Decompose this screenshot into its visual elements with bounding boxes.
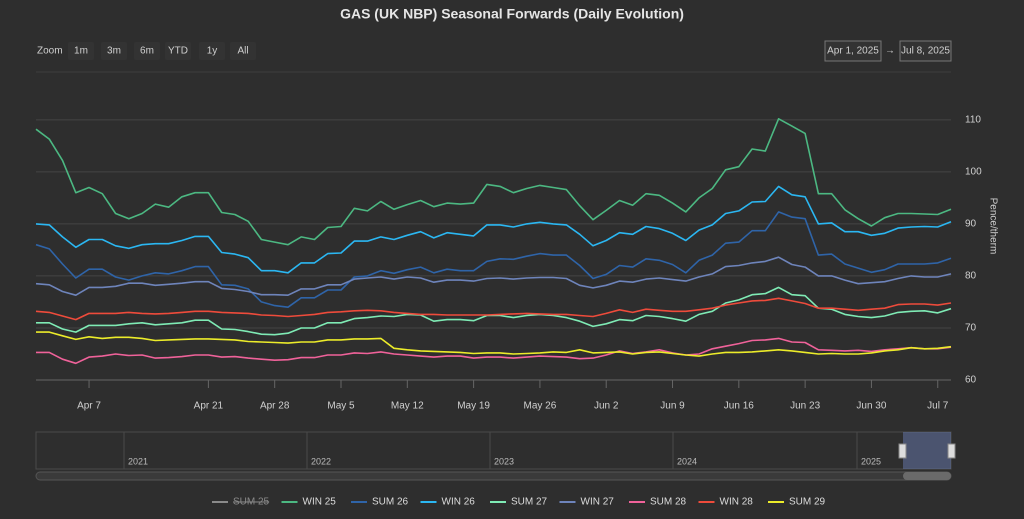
- series-line: [35, 185, 952, 274]
- x-tick-label: May 12: [391, 401, 424, 412]
- navigator-label: 2022: [311, 456, 331, 466]
- x-tick-label: Jun 2: [594, 401, 619, 412]
- x-tick-label: May 5: [327, 401, 355, 412]
- y-axis-title: Pence/therm: [987, 198, 998, 255]
- x-tick-label: Jun 16: [724, 401, 754, 412]
- zoom-button-label[interactable]: All: [237, 46, 248, 57]
- series-line: [35, 118, 952, 246]
- x-tick-label: Jun 9: [660, 401, 685, 412]
- zoom-button-label[interactable]: 1m: [74, 46, 88, 57]
- date-to-box[interactable]: [899, 40, 952, 62]
- legend-label[interactable]: WIN 25: [303, 497, 337, 508]
- y-tick-label: 60: [965, 375, 977, 386]
- zoom-button-label[interactable]: 3m: [107, 46, 121, 57]
- zoom-button-label[interactable]: YTD: [168, 46, 188, 57]
- navigator-label: 2024: [677, 456, 697, 466]
- zoom-button[interactable]: [134, 42, 160, 60]
- y-tick-label: 90: [965, 219, 977, 230]
- x-tick-label: Jun 23: [790, 401, 820, 412]
- legend-label[interactable]: SUM 28: [650, 497, 687, 508]
- scrollbar-track[interactable]: [35, 471, 952, 481]
- y-tick-label: 110: [965, 114, 981, 125]
- scrollbar-thumb[interactable]: [903, 472, 951, 480]
- date-to[interactable]: Jul 8, 2025: [901, 46, 950, 57]
- navigator-selection[interactable]: [903, 432, 951, 469]
- date-from-box[interactable]: [824, 40, 882, 62]
- zoom-button-label[interactable]: 1y: [207, 46, 218, 57]
- navigator-handle[interactable]: [947, 443, 956, 459]
- x-tick-label: May 26: [524, 401, 557, 412]
- x-tick-label: Apr 28: [260, 401, 290, 412]
- series-line: [35, 211, 952, 308]
- date-from[interactable]: Apr 1, 2025: [827, 46, 879, 57]
- y-tick-label: 70: [965, 323, 977, 334]
- x-tick-label: Jul 7: [927, 401, 949, 412]
- chart-title: GAS (UK NBP) Seasonal Forwards (Daily Ev…: [340, 6, 684, 22]
- navigator-label: 2023: [494, 456, 514, 466]
- navigator-handle[interactable]: [898, 443, 907, 459]
- y-tick-label: 100: [965, 167, 982, 178]
- legend-label[interactable]: SUM 25: [233, 497, 270, 508]
- series-line: [36, 331, 952, 357]
- y-tick-label: 80: [965, 271, 977, 282]
- zoom-button[interactable]: [199, 42, 225, 60]
- legend-label[interactable]: SUM 29: [789, 497, 826, 508]
- series-line: [35, 297, 952, 321]
- legend-label[interactable]: WIN 28: [720, 497, 754, 508]
- zoom-button[interactable]: [101, 42, 127, 60]
- navigator-label: 2021: [128, 456, 148, 466]
- zoom-button[interactable]: [165, 42, 191, 60]
- navigator-label: 2025: [861, 456, 881, 466]
- legend-label[interactable]: WIN 26: [442, 497, 476, 508]
- x-tick-label: Apr 7: [77, 401, 101, 412]
- zoom-button[interactable]: [230, 42, 256, 60]
- x-tick-label: May 19: [457, 401, 490, 412]
- legend-label[interactable]: SUM 26: [372, 497, 409, 508]
- zoom-button[interactable]: [68, 42, 94, 60]
- zoom-button-label[interactable]: 6m: [140, 46, 154, 57]
- date-arrow: →: [885, 46, 895, 57]
- series-line: [35, 256, 952, 296]
- series-line: [36, 337, 952, 365]
- zoom-label: Zoom: [37, 46, 63, 57]
- x-tick-label: Apr 21: [194, 401, 224, 412]
- x-tick-label: Jun 30: [856, 401, 886, 412]
- legend-label[interactable]: SUM 27: [511, 497, 548, 508]
- legend-label[interactable]: WIN 27: [581, 497, 615, 508]
